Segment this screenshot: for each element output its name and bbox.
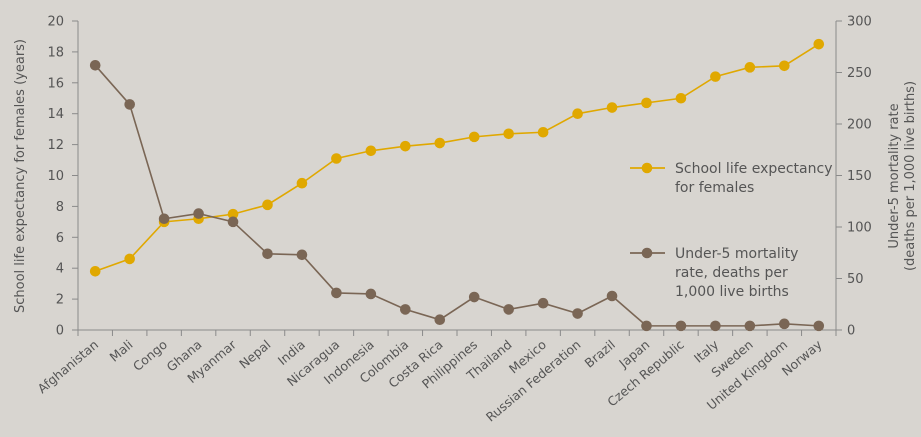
data-point [606,290,618,302]
data-point [572,108,583,119]
data-point [641,97,652,109]
data-point [779,60,790,72]
y-tick-label-left: 18 [47,45,64,60]
data-point [262,199,273,211]
data-point [262,248,273,260]
legend-label: for females [675,180,754,196]
data-point [675,92,687,104]
legend-label: Under-5 mortality [675,246,798,262]
data-point [675,320,687,332]
data-point [710,71,721,82]
x-tick-label: Brazil [582,337,618,371]
data-point [296,177,308,189]
series-line [94,64,819,327]
x-tick-label: Norway [779,336,825,378]
y-tick-label-right: 250 [847,66,872,81]
y-tick-label-right: 100 [847,221,872,236]
legend-swatch-marker [641,247,653,259]
data-point [400,140,411,152]
series-2 [89,59,825,332]
y-tick-label-left: 16 [47,76,64,91]
x-tick-label: Congo [130,337,170,374]
y-axis-title-right-line-1: Under-5 mortality rate [887,103,902,248]
y-tick-label-left: 12 [47,138,64,153]
y-tick-label-left: 8 [56,200,64,215]
y-axis-title-right-line-2: (deaths per 1,000 live births) [903,81,918,271]
data-point [89,265,101,277]
y-tick-label-right: 300 [847,15,872,30]
data-point [89,59,101,71]
data-point [193,208,204,219]
data-point [468,291,480,303]
y-tick-label-right: 200 [847,118,872,133]
data-point [400,304,411,315]
legend-label: 1,000 live births [675,284,789,300]
data-point [227,208,239,220]
legend-entry-1: School life expectancy for females [630,161,832,196]
y-tick-label-left: 6 [56,231,64,246]
data-point [537,297,549,309]
y-tick-label-left: 2 [56,293,64,308]
data-point [331,153,342,164]
data-point [572,308,583,319]
y-tick-label-right: 50 [847,272,864,287]
data-point [779,318,790,330]
series-layer [89,38,825,332]
y-tick-label-left: 14 [47,107,64,122]
data-point [365,288,377,300]
y-tick-label-left: 10 [47,169,64,184]
y-tick-label-left: 0 [56,324,64,339]
data-point [710,320,721,332]
x-tick-label: Afghanistan [35,337,102,396]
data-point [537,126,549,138]
data-point [813,38,825,50]
data-point [641,320,652,332]
data-point [468,131,480,143]
data-point [744,62,756,73]
data-point [606,102,618,113]
data-point [434,137,446,149]
data-point [124,253,135,265]
series-line [94,43,820,273]
legend-swatch-marker [641,162,653,174]
legend: School life expectancy for females Under-5… [630,161,832,300]
data-point [124,99,135,110]
y-tick-label-right: 0 [847,324,855,339]
data-point [296,249,308,261]
y-axis-title-left: School life expectancy for females (year… [13,39,28,313]
data-point [365,145,377,157]
data-point [503,128,514,140]
legend-entry-2: Under-5 mortality rate, deaths per 1,000 l… [630,246,798,300]
y-tick-label-left: 20 [47,15,64,30]
data-point [503,304,514,315]
data-point [744,320,756,332]
y-tick-label-left: 4 [56,262,64,277]
data-point [331,287,342,299]
x-tick-label: Nepal [236,337,273,372]
data-point [227,216,239,228]
series-1 [89,38,825,277]
data-point [158,213,170,225]
y-tick-label-right: 150 [847,169,872,184]
legend-label: School life expectancy [675,161,832,177]
data-point [813,320,825,332]
data-point [434,314,446,326]
legend-label: rate, deaths per [675,265,788,281]
